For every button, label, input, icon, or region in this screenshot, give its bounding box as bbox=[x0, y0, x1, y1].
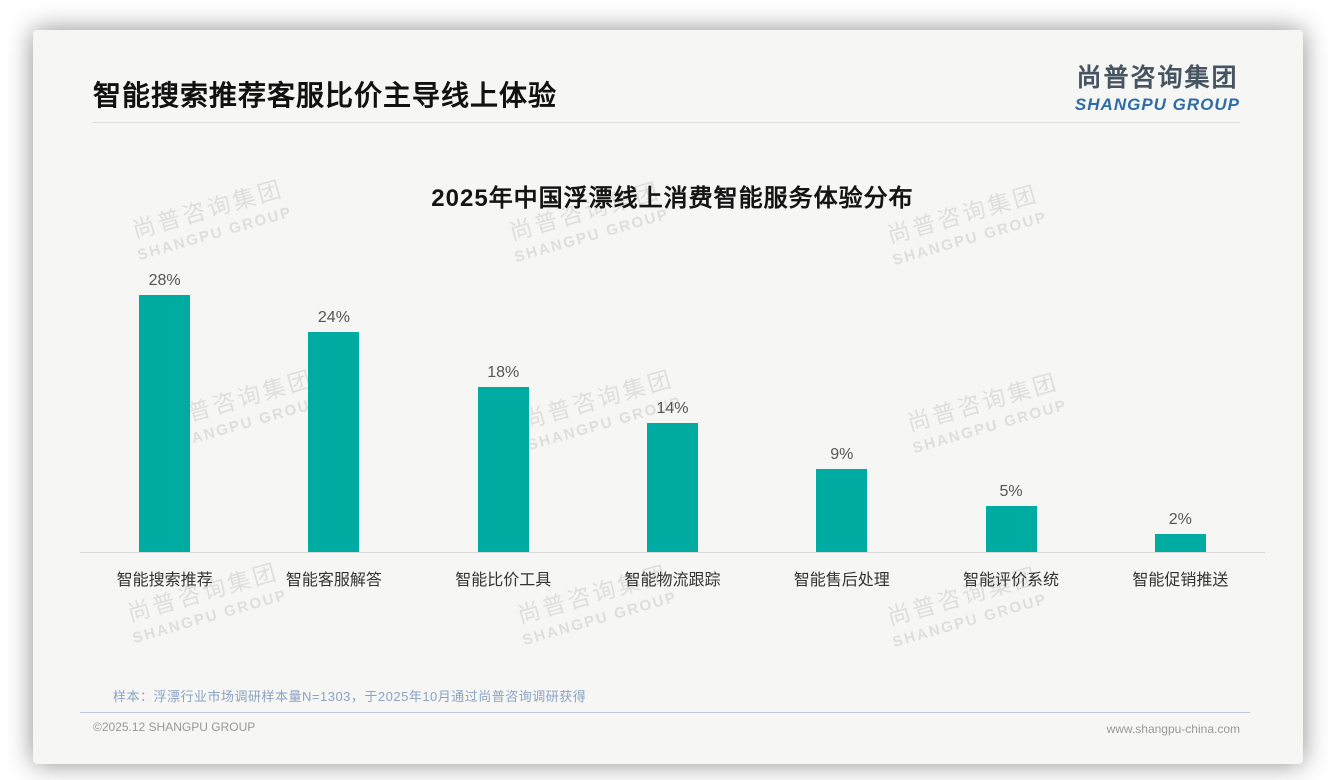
bar-value-label: 2% bbox=[1168, 511, 1192, 528]
bar-column: 14% bbox=[588, 400, 757, 552]
bar bbox=[816, 469, 868, 552]
bar-value-label: 9% bbox=[830, 446, 854, 463]
bar-value-label: 28% bbox=[148, 272, 181, 289]
x-axis-line bbox=[80, 552, 1265, 553]
bar bbox=[1154, 534, 1206, 552]
watermark-english-text: SHANGPU GROUP bbox=[512, 205, 672, 267]
bar bbox=[308, 332, 360, 552]
bar-column: 18% bbox=[419, 364, 588, 552]
sample-footnote: 样本：浮漂行业市场调研样本量N=1303，于2025年10月通过尚普咨询调研获得 bbox=[113, 689, 587, 704]
logo-chinese-text: 尚普咨询集团 bbox=[1076, 64, 1239, 92]
chart-title: 2025年中国浮漂线上消费智能服务体验分布 bbox=[431, 185, 914, 212]
page-title: 智能搜索推荐客服比价主导线上体验 bbox=[93, 80, 558, 111]
category-label: 智能评价系统 bbox=[963, 572, 1060, 589]
bar-column: 5% bbox=[926, 483, 1095, 552]
category-label: 智能搜索推荐 bbox=[116, 572, 213, 589]
slide: 智能搜索推荐客服比价主导线上体验 尚普咨询集团 SHANGPU GROUP 尚普… bbox=[33, 30, 1303, 764]
bar-value-label: 5% bbox=[999, 483, 1023, 500]
watermark-english-text: SHANGPU GROUP bbox=[520, 588, 680, 650]
bar-column: 9% bbox=[757, 446, 926, 552]
bar bbox=[985, 506, 1037, 552]
category-label: 智能物流跟踪 bbox=[624, 572, 721, 589]
watermark-english-text: SHANGPU GROUP bbox=[130, 586, 290, 648]
bar bbox=[646, 423, 698, 552]
category-label: 智能售后处理 bbox=[793, 572, 890, 589]
bar-value-label: 18% bbox=[487, 364, 520, 381]
company-logo: 尚普咨询集团 SHANGPU GROUP bbox=[1075, 58, 1240, 115]
logo-english-text: SHANGPU GROUP bbox=[1074, 95, 1240, 114]
bar bbox=[477, 387, 529, 552]
bar-column: 24% bbox=[249, 309, 418, 552]
bar-chart: 28% 24% 18% 14% 9% 5% 2% 智能搜索推荐 智能客服解答 智能比价工具 智能物… bbox=[80, 268, 1265, 590]
title-divider bbox=[93, 122, 1240, 123]
bar-column: 28% bbox=[80, 272, 249, 552]
bar-chart-plot: 28% 24% 18% 14% 9% 5% 2% bbox=[80, 268, 1265, 552]
copyright-text: ©2025.12 SHANGPU GROUP bbox=[93, 720, 256, 734]
bar-column: 2% bbox=[1096, 511, 1265, 552]
category-axis: 智能搜索推荐 智能客服解答 智能比价工具 智能物流跟踪 智能售后处理 智能评价系统 智能促销… bbox=[80, 553, 1265, 590]
watermark-english-text: SHANGPU GROUP bbox=[890, 208, 1050, 270]
bar-value-label: 24% bbox=[317, 309, 350, 326]
watermark-english-text: SHANGPU GROUP bbox=[890, 590, 1050, 652]
website-url: www.shangpu-china.com bbox=[1106, 722, 1240, 736]
category-label: 智能客服解答 bbox=[285, 572, 382, 589]
bar-value-label: 14% bbox=[656, 400, 689, 417]
bar bbox=[139, 295, 191, 552]
category-label: 智能比价工具 bbox=[455, 572, 552, 589]
category-label: 智能促销推送 bbox=[1132, 572, 1229, 589]
footer-divider bbox=[80, 712, 1250, 713]
